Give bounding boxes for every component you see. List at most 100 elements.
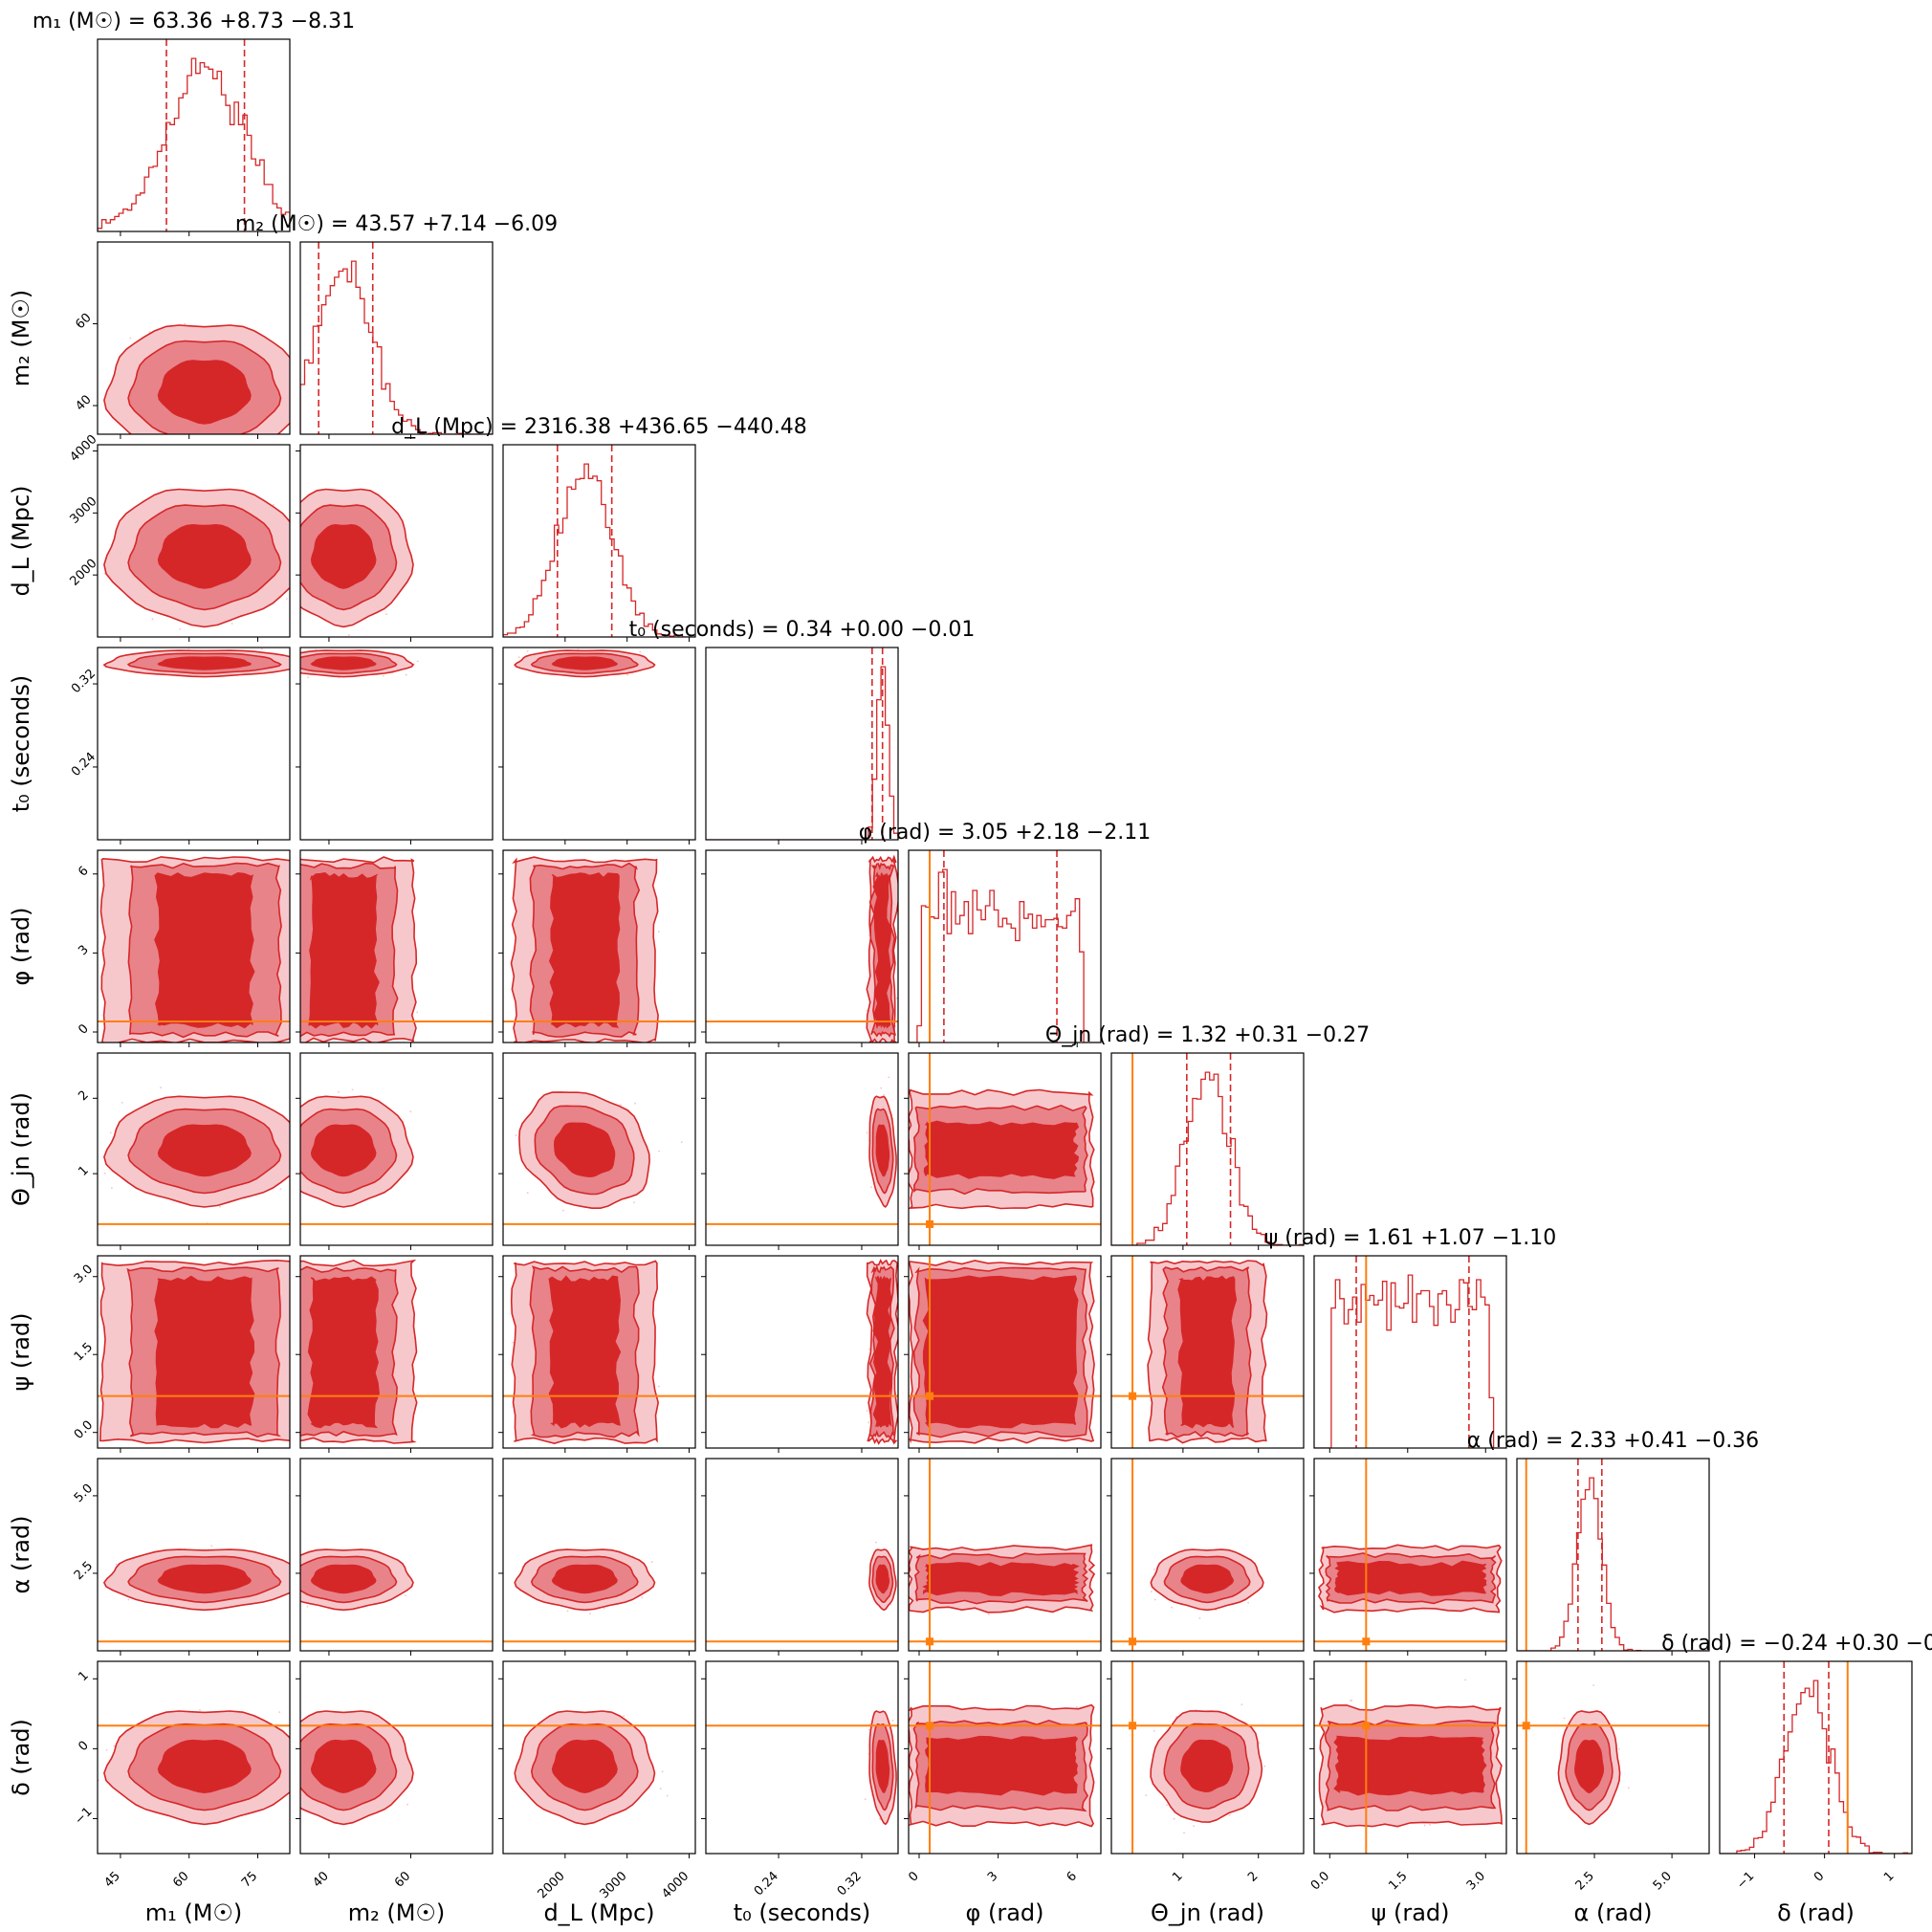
contour-level-3 bbox=[872, 871, 892, 1029]
sample-point bbox=[348, 634, 350, 637]
sample-point bbox=[293, 884, 295, 886]
corner-panels: 40602000300040000.240.32036120.01.53.02.… bbox=[68, 38, 1913, 1901]
panel-m2-psi bbox=[296, 1255, 494, 1453]
panel-m2-t0 bbox=[294, 647, 494, 845]
sample-point bbox=[92, 950, 94, 952]
panel-m2-phi bbox=[296, 849, 494, 1047]
contour-level-3 bbox=[1177, 1275, 1238, 1429]
panel-t0-psi bbox=[701, 1255, 899, 1453]
sample-point bbox=[875, 1541, 877, 1544]
sample-point bbox=[165, 449, 166, 450]
sample-point bbox=[296, 544, 298, 546]
y-tick-label: 2 bbox=[76, 1088, 91, 1104]
sample-point bbox=[294, 1569, 296, 1570]
sample-point bbox=[294, 663, 296, 665]
sample-point bbox=[385, 613, 387, 616]
sample-point bbox=[294, 1592, 296, 1593]
sample-point bbox=[296, 1591, 297, 1592]
y-tick-label: 0.32 bbox=[69, 667, 99, 696]
panel-m1-m1 bbox=[97, 38, 291, 236]
panel-t0-theta bbox=[701, 1052, 902, 1250]
panel-frame bbox=[502, 1255, 696, 1449]
panel-dL-psi bbox=[498, 1255, 696, 1453]
sample-point bbox=[229, 441, 231, 443]
contour-level-3 bbox=[157, 523, 252, 589]
contour-level-3 bbox=[875, 1124, 890, 1177]
sample-point bbox=[287, 1114, 289, 1116]
sample-point bbox=[148, 331, 151, 333]
panel-m2-dL bbox=[293, 444, 494, 642]
panel-m1-alpha: 2.55.0 bbox=[72, 1458, 300, 1656]
histogram-t0 bbox=[706, 666, 898, 840]
sample-point bbox=[1171, 1606, 1173, 1609]
panel-t0-t0 bbox=[705, 647, 899, 845]
sample-point bbox=[298, 1126, 300, 1128]
panel-t0-alpha bbox=[701, 1458, 899, 1656]
sample-point bbox=[405, 1594, 406, 1596]
sample-point bbox=[294, 660, 296, 662]
sample-point bbox=[184, 322, 187, 325]
sample-point bbox=[296, 1149, 298, 1151]
sample-point bbox=[895, 997, 898, 999]
y-tick-label: 0.24 bbox=[69, 750, 99, 779]
sample-point bbox=[295, 1154, 296, 1156]
sample-point bbox=[296, 917, 297, 919]
panel-frame bbox=[1516, 1458, 1710, 1652]
panel-m1-psi: 0.01.53.0 bbox=[72, 1255, 291, 1453]
contour-level-3 bbox=[154, 1275, 255, 1429]
sample-point bbox=[272, 436, 274, 438]
sample-point bbox=[86, 660, 88, 662]
sample-point bbox=[589, 1613, 591, 1614]
sample-point bbox=[634, 1102, 636, 1105]
y-tick-label: 5.0 bbox=[72, 1482, 96, 1505]
sample-point bbox=[213, 434, 215, 436]
contour-level-3 bbox=[154, 871, 255, 1029]
y-tick-label: 0 bbox=[76, 1021, 91, 1037]
sample-point bbox=[109, 1131, 112, 1134]
sample-point bbox=[286, 598, 288, 600]
panel-frame bbox=[1110, 1458, 1305, 1652]
panel-frame bbox=[502, 1052, 696, 1246]
panel-frame bbox=[1110, 1255, 1305, 1449]
panel-frame bbox=[97, 1458, 291, 1652]
contour-level-3 bbox=[310, 523, 377, 589]
sample-point bbox=[152, 435, 154, 437]
truth-marker bbox=[1362, 1637, 1371, 1646]
sample-point bbox=[641, 1596, 644, 1599]
sample-point bbox=[988, 1614, 990, 1615]
histogram-alpha bbox=[1517, 1477, 1709, 1651]
sample-point bbox=[113, 1745, 116, 1747]
panel-frame bbox=[908, 1255, 1102, 1449]
panel-frame bbox=[705, 1052, 899, 1246]
sample-point bbox=[351, 1088, 354, 1091]
panel-frame bbox=[502, 849, 696, 1043]
histogram-m2 bbox=[300, 260, 493, 434]
contour-level-3 bbox=[310, 1564, 377, 1594]
panel-frame bbox=[97, 1255, 291, 1449]
truth-marker bbox=[926, 1637, 934, 1646]
panel-frame bbox=[97, 849, 291, 1043]
panel-frame bbox=[299, 1052, 494, 1246]
panel-frame bbox=[1313, 1458, 1507, 1652]
sample-point bbox=[298, 1586, 300, 1588]
sample-point bbox=[416, 660, 419, 663]
histogram-theta bbox=[1111, 1071, 1304, 1245]
panel-frame bbox=[97, 1052, 291, 1246]
sample-point bbox=[900, 1147, 902, 1149]
panel-psi-alpha bbox=[1309, 1458, 1507, 1656]
sample-point bbox=[382, 674, 384, 677]
sample-point bbox=[626, 673, 628, 676]
panel-frame bbox=[705, 849, 899, 1043]
histogram-m1 bbox=[98, 57, 290, 231]
sample-point bbox=[658, 1385, 660, 1388]
sample-point bbox=[293, 557, 295, 559]
sample-point bbox=[296, 362, 298, 364]
sample-point bbox=[517, 656, 520, 659]
panel-frame bbox=[705, 1458, 899, 1652]
sample-point bbox=[121, 1102, 123, 1104]
sample-point bbox=[633, 1201, 635, 1204]
sample-point bbox=[278, 1711, 281, 1713]
sample-point bbox=[210, 1545, 213, 1548]
sample-point bbox=[160, 1087, 162, 1089]
sample-point bbox=[298, 1305, 300, 1306]
